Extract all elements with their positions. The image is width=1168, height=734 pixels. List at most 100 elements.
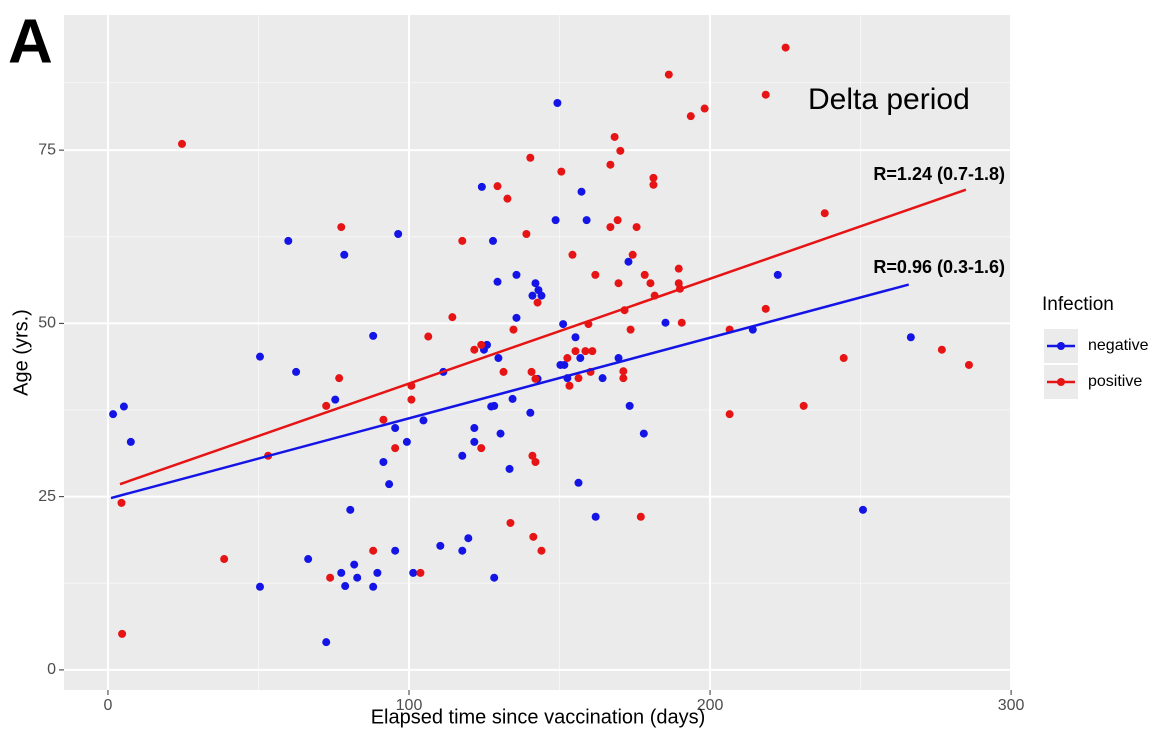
- legend-marker: [1057, 378, 1065, 386]
- point: [340, 250, 349, 259]
- point: [477, 340, 486, 349]
- point: [964, 360, 973, 369]
- point: [571, 333, 580, 342]
- point: [649, 173, 658, 182]
- point: [379, 457, 388, 466]
- point: [563, 354, 572, 363]
- point: [636, 512, 645, 521]
- point: [606, 160, 615, 169]
- point: [559, 320, 568, 329]
- point: [490, 573, 499, 582]
- point: [322, 401, 331, 410]
- y-tick-label: 75: [38, 141, 56, 158]
- point: [527, 367, 536, 376]
- annotation: Delta period: [808, 83, 970, 116]
- point: [331, 395, 340, 404]
- point: [725, 410, 734, 419]
- annotation: R=1.24 (0.7-1.8): [873, 164, 1005, 184]
- point: [394, 229, 403, 238]
- y-tick-label: 25: [38, 488, 56, 505]
- point: [531, 279, 540, 288]
- point: [591, 270, 600, 279]
- point: [613, 216, 622, 225]
- point: [470, 424, 479, 433]
- point: [761, 90, 770, 99]
- point: [470, 345, 479, 354]
- point: [506, 518, 515, 527]
- point: [391, 424, 400, 433]
- point: [799, 401, 808, 410]
- legend-label: positive: [1088, 373, 1142, 390]
- point: [526, 408, 535, 417]
- point: [402, 437, 411, 446]
- point: [616, 146, 625, 155]
- point: [551, 216, 560, 225]
- point: [341, 582, 350, 591]
- point: [385, 480, 394, 489]
- point: [178, 139, 187, 148]
- legend-title: Infection: [1042, 294, 1114, 315]
- point: [369, 546, 378, 555]
- point: [373, 568, 382, 577]
- point: [619, 367, 628, 376]
- point: [937, 345, 946, 354]
- x-tick-label: 300: [998, 697, 1025, 714]
- point: [424, 332, 433, 341]
- point: [326, 573, 335, 582]
- x-tick-label: 100: [396, 697, 423, 714]
- point: [391, 546, 400, 555]
- point: [220, 555, 229, 564]
- point: [626, 325, 635, 334]
- x-tick-label: 0: [103, 697, 112, 714]
- y-axis-title: Age (yrs.): [10, 309, 32, 396]
- point: [528, 451, 537, 460]
- point: [839, 354, 848, 363]
- fit-line: [110, 283, 910, 500]
- point: [117, 498, 126, 507]
- point: [529, 532, 538, 541]
- point: [337, 223, 346, 232]
- point: [409, 568, 418, 577]
- point: [448, 313, 457, 322]
- point: [494, 354, 503, 363]
- point: [512, 270, 521, 279]
- point: [109, 410, 118, 419]
- point: [568, 250, 577, 259]
- point: [674, 264, 683, 273]
- point: [458, 451, 467, 460]
- point: [591, 512, 600, 521]
- point: [493, 182, 502, 191]
- point: [526, 153, 535, 162]
- point: [126, 437, 135, 446]
- point: [531, 374, 540, 383]
- point: [477, 182, 486, 191]
- y-tick-label: 50: [38, 315, 56, 332]
- point: [346, 505, 355, 514]
- point: [496, 429, 505, 438]
- point: [677, 318, 686, 327]
- point: [598, 374, 607, 383]
- point: [781, 43, 790, 52]
- point: [664, 70, 673, 79]
- point: [335, 374, 344, 383]
- point: [588, 347, 597, 356]
- point: [537, 291, 546, 300]
- point: [761, 304, 770, 313]
- point: [522, 229, 531, 238]
- point: [119, 402, 128, 411]
- point: [700, 104, 709, 113]
- point: [322, 638, 331, 647]
- point: [528, 291, 537, 300]
- point: [470, 437, 479, 446]
- point: [553, 99, 562, 108]
- point: [577, 187, 586, 196]
- point: [379, 415, 388, 424]
- point: [619, 374, 628, 383]
- point: [508, 394, 517, 403]
- point: [614, 354, 623, 363]
- point: [646, 279, 655, 288]
- point: [488, 236, 497, 245]
- point: [499, 367, 508, 376]
- point: [560, 360, 569, 369]
